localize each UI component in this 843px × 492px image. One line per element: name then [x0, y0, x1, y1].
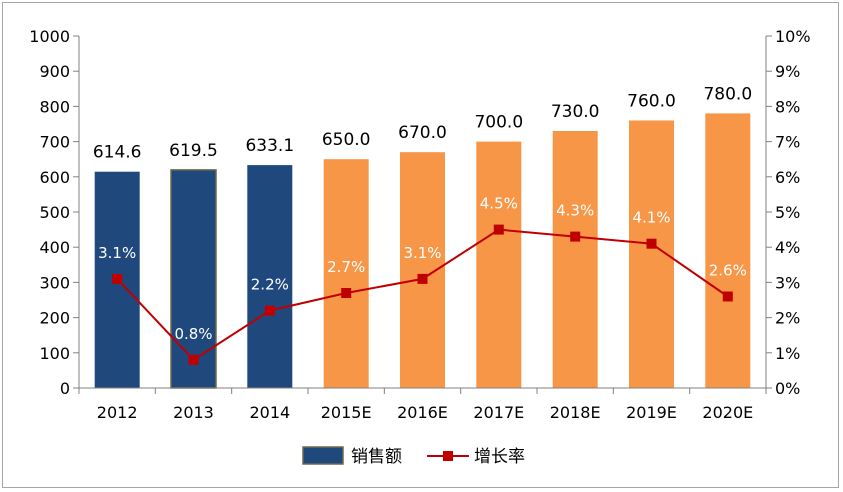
labels-layer: 614.6 619.5 633.1 650.0 670.0 700.0 730.0 760.0…: [93, 84, 752, 342]
left-tick-label: 300: [39, 273, 70, 292]
x-tick-label: 2012: [97, 403, 138, 422]
growth-rate-label: 2.7%: [327, 258, 365, 276]
left-tick-label: 900: [39, 62, 70, 81]
left-tick-label: 600: [39, 168, 70, 187]
bar-value-label: 619.5: [169, 141, 218, 161]
bar-value-label: 780.0: [703, 84, 752, 104]
x-tick-label: 2019E: [626, 403, 677, 422]
bar-value-label: 700.0: [474, 113, 523, 133]
growth-rate-label: 2.2%: [251, 276, 289, 294]
left-tick-label: 800: [39, 97, 70, 116]
growth-point-2018e: [570, 231, 581, 242]
growth-rate-label: 3.1%: [403, 244, 441, 262]
growth-rate-label: 3.1%: [98, 244, 136, 262]
growth-point-2014: [264, 305, 275, 316]
growth-point-2020e: [722, 291, 733, 302]
growth-point-2013: [188, 354, 199, 365]
growth-rate-label: 2.6%: [709, 261, 747, 279]
growth-point-2015e: [341, 288, 352, 298]
x-tick-label: 2020E: [702, 403, 753, 422]
left-tick-label: 200: [39, 309, 70, 328]
bar-value-label: 760.0: [627, 91, 676, 111]
left-tick-label: 100: [39, 344, 70, 363]
right-tick-label: 0%: [775, 379, 800, 398]
x-tick-label: 2014: [249, 403, 290, 422]
right-tick-label: 2%: [775, 309, 800, 328]
axes-layer: 0 100 200 300 400 500 600 700 800 900 1000 0% 1% 2% 3%…: [29, 27, 810, 422]
growth-point-2017e: [493, 224, 504, 235]
left-tick-label: 1000: [29, 27, 70, 46]
bar-2015e: [323, 159, 369, 388]
bar-2013: [170, 169, 217, 389]
growth-rate-label: 0.8%: [174, 325, 212, 343]
x-tick-label: 2015E: [321, 403, 372, 422]
bar-value-label: 730.0: [551, 102, 600, 122]
legend-bar-swatch: [302, 446, 344, 465]
growth-rate-label: 4.1%: [632, 209, 670, 227]
bar-value-label: 670.0: [398, 123, 447, 143]
left-tick-label: 400: [39, 238, 70, 257]
right-tick-label: 10%: [775, 27, 811, 46]
right-tick-label: 8%: [775, 97, 800, 116]
right-tick-label: 4%: [775, 238, 800, 257]
right-tick-label: 3%: [775, 273, 800, 292]
x-tick-label: 2018E: [550, 403, 601, 422]
bar-value-label: 650.0: [322, 130, 371, 150]
growth-point-2019e: [646, 238, 657, 249]
bars-layer: [94, 113, 751, 389]
bar-2017e: [476, 141, 522, 388]
legend-line-marker: [443, 451, 453, 461]
growth-rate-label: 4.5%: [480, 195, 518, 213]
right-tick-label: 7%: [775, 133, 800, 152]
bar-2014: [247, 165, 293, 388]
bar-2016e: [400, 152, 445, 388]
legend: 销售额 增长率: [302, 446, 525, 467]
x-tick-label: 2017E: [473, 403, 524, 422]
bar-2020e: [705, 113, 751, 389]
left-tick-label: 700: [39, 133, 70, 152]
growth-point-2016e: [417, 273, 428, 284]
x-tick-label: 2013: [173, 403, 214, 422]
growth-line-layer: [112, 224, 733, 365]
growth-rate-label: 4.3%: [556, 202, 594, 220]
legend-bar-label: 销售额: [351, 447, 402, 467]
left-tick-label: 500: [39, 203, 70, 222]
growth-point-2012: [112, 273, 123, 284]
right-tick-label: 6%: [775, 168, 800, 187]
bar-2018e: [552, 131, 598, 388]
x-tick-label: 2016E: [397, 403, 448, 422]
right-tick-label: 9%: [775, 62, 800, 81]
right-tick-label: 5%: [775, 203, 800, 222]
right-tick-label: 1%: [775, 344, 800, 363]
legend-line-label: 增长率: [474, 447, 525, 467]
bar-value-label: 614.6: [93, 143, 142, 163]
bar-value-label: 633.1: [245, 136, 294, 156]
left-tick-label: 0: [60, 379, 70, 398]
